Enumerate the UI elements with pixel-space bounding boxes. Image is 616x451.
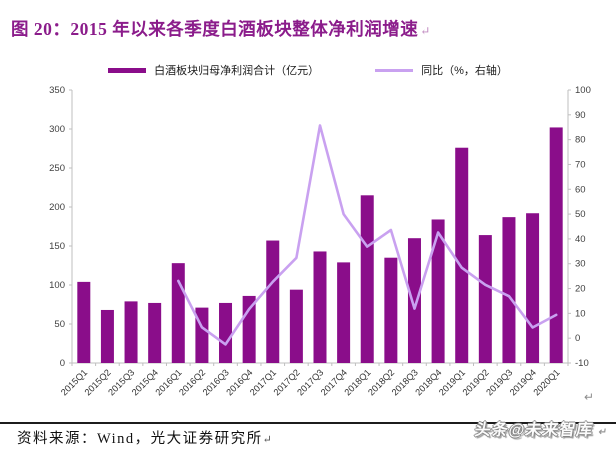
legend-item-yoy: 同比（%，右轴） [375,62,508,78]
chart-legend: 白酒板块归母净利润合计（亿元） 同比（%，右轴） [0,61,616,79]
bar-series-swatch [108,67,147,73]
data-source-note: 资料来源：Wind，光大证券研究所↵ [17,427,272,448]
svg-text:0: 0 [60,358,65,369]
legend-item-net-profit: 白酒板块归母净利润合计（亿元） [108,62,319,78]
data-source-text: 资料来源：Wind，光大证券研究所 [17,431,263,447]
title-paragraph-mark: ↵ [420,24,431,38]
svg-text:250: 250 [49,163,65,174]
svg-text:60: 60 [575,184,586,195]
watermark-text: 头条@未来智库 [473,422,594,439]
svg-text:70: 70 [575,159,586,170]
svg-text:80: 80 [575,135,586,146]
line-series-swatch [375,68,414,72]
svg-text:50: 50 [575,209,586,220]
watermark-paragraph-mark: ↵ [597,427,609,438]
profit-growth-chart: 3503002502001501005001009080706050403020… [49,85,591,398]
svg-text:0: 0 [575,333,580,344]
svg-text:100: 100 [575,85,591,96]
source-paragraph-mark: ↵ [262,434,272,446]
svg-text:-10: -10 [575,358,589,369]
svg-text:2020Q1: 2020Q1 [531,367,561,397]
svg-text:50: 50 [54,319,65,330]
svg-text:20: 20 [575,284,586,295]
svg-text:150: 150 [49,241,65,252]
footer-divider [0,422,616,424]
svg-text:350: 350 [49,85,65,96]
svg-text:100: 100 [49,280,65,291]
svg-text:30: 30 [575,259,586,270]
svg-text:300: 300 [49,124,65,135]
figure-title: 图 20：2015 年以来各季度白酒板块整体净利润增速 ↵ [11,16,571,41]
svg-text:200: 200 [49,202,65,213]
figure-title-text: 图 20：2015 年以来各季度白酒板块整体净利润增速 [11,19,419,39]
svg-text:90: 90 [575,110,586,121]
svg-text:10: 10 [575,308,586,319]
toutiao-watermark: 头条@未来智库 ↵ [473,416,610,440]
legend-label-yoy: 同比（%，右轴） [421,65,508,77]
svg-text:40: 40 [575,234,586,245]
chart-paragraph-mark: ↵ [584,390,595,404]
legend-label-net-profit: 白酒板块归母净利润合计（亿元） [154,65,320,77]
